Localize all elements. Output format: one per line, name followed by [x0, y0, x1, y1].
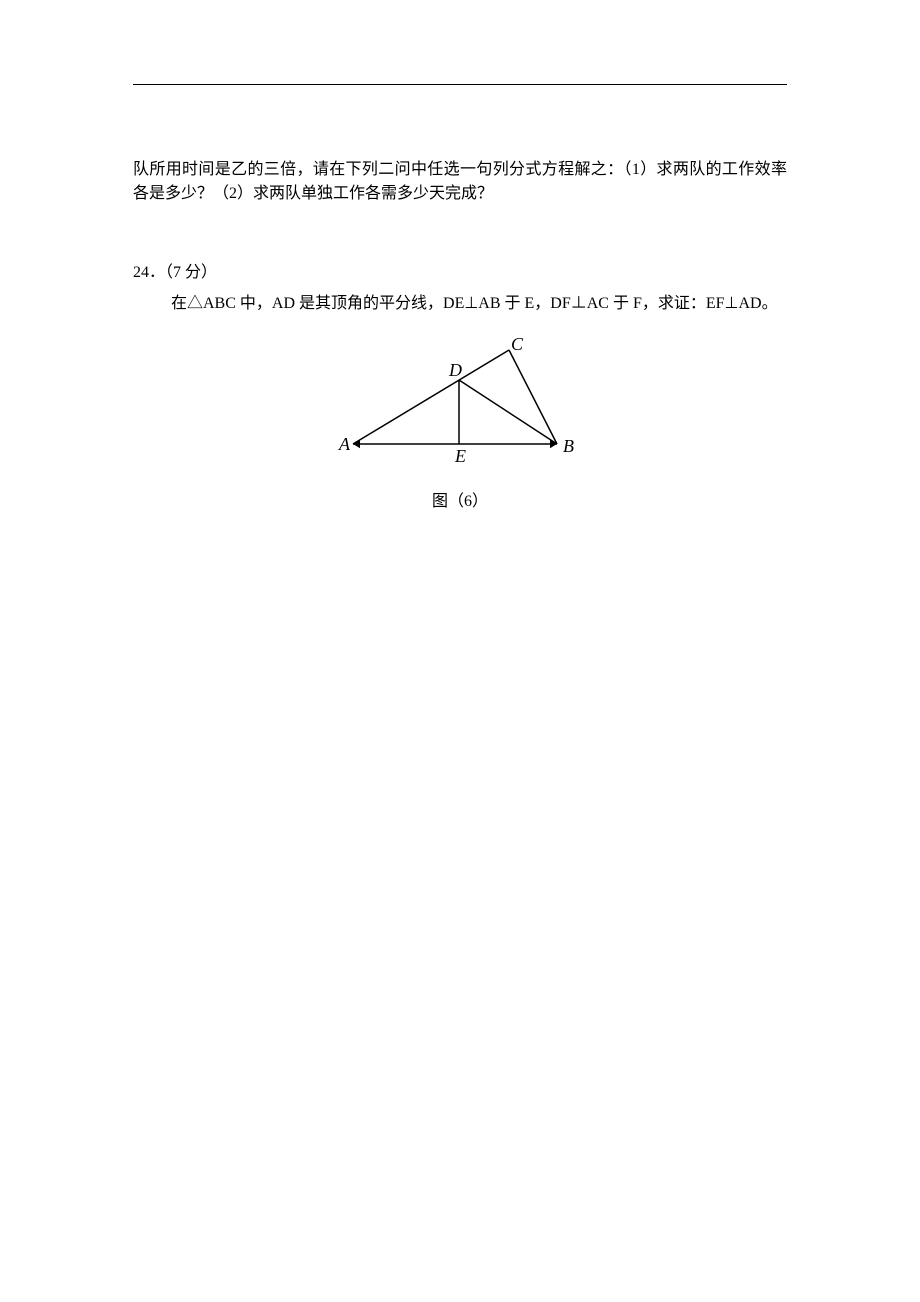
svg-text:D: D [448, 360, 462, 380]
svg-text:E: E [454, 446, 466, 466]
triangle-diagram: A B C D E [335, 336, 585, 466]
q24-number: 24．（7 分） [133, 258, 787, 282]
svg-text:C: C [511, 336, 524, 354]
intro-text: 队所用时间是乙的三倍，请在下列二问中任选一句列分式方程解之：（1）求两队的工作效… [133, 158, 787, 206]
figure-caption: 图（6） [133, 487, 787, 511]
q24-body: 在△ABC 中，AD 是其顶角的平分线，DE⊥AB 于 E，DF⊥AC 于 F，… [171, 292, 787, 316]
svg-text:B: B [563, 436, 574, 456]
header-rule [133, 84, 787, 85]
intro-line1: 队所用时间是乙的三倍，请在下列二问中任选一句列分式方程解之：（1）求两队的工作效… [133, 161, 787, 178]
intro-paragraph: 队所用时间是乙的三倍，请在下列二问中任选一句列分式方程解之：（1）求两队的工作效… [133, 158, 787, 206]
q24-block: 24．（7 分） 在△ABC 中，AD 是其顶角的平分线，DE⊥AB 于 E，D… [133, 258, 787, 511]
svg-text:A: A [338, 434, 351, 454]
intro-line2: 各是多少？（2）求两队单独工作各需多少天完成？ [133, 185, 493, 202]
figure-6: A B C D E 图（6） [133, 336, 787, 511]
